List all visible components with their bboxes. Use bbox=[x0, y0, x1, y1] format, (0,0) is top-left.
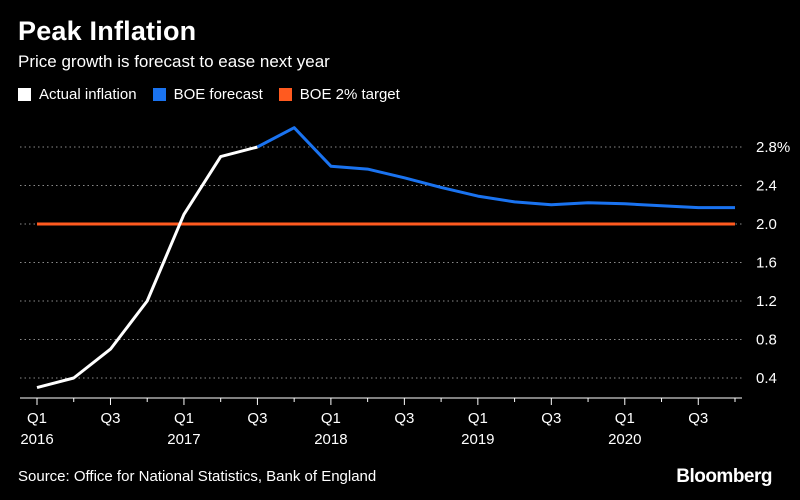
x-axis-labels: Q1 2016 Q3 Q1 2017 Q3 Q1 2018 Q3 Q1 2019 Q3 Q1 2020 Q3 bbox=[20, 410, 708, 448]
y-tick-label: 2.4 bbox=[756, 178, 777, 195]
legend-swatch-actual-inflation bbox=[18, 88, 31, 101]
x-tick-label: Q3 bbox=[688, 410, 708, 427]
chart-subtitle: Price growth is forecast to ease next ye… bbox=[18, 52, 330, 71]
source-note: Source: Office for National Statistics, … bbox=[18, 468, 377, 485]
y-tick-label: 2.8% bbox=[756, 139, 790, 156]
y-tick-label: 0.4 bbox=[756, 370, 777, 387]
x-tick-year-label: 2020 bbox=[608, 431, 641, 448]
x-tick-label: Q1 bbox=[27, 410, 47, 427]
legend-item-boe-target: BOE 2% target bbox=[278, 86, 400, 103]
x-tick-year-label: 2016 bbox=[20, 431, 53, 448]
x-axis bbox=[20, 397, 742, 405]
x-tick-year-label: 2019 bbox=[461, 431, 494, 448]
x-tick-label: Q1 bbox=[615, 410, 635, 427]
x-tick-label: Q3 bbox=[394, 410, 414, 427]
gridlines bbox=[20, 146, 742, 379]
y-axis-labels: 0.4 0.8 1.2 1.6 2.0 2.4 2.8% bbox=[756, 139, 790, 387]
x-tick-label: Q1 bbox=[321, 410, 341, 427]
y-tick-label: 0.8 bbox=[756, 332, 777, 349]
x-tick-year-label: 2018 bbox=[314, 431, 347, 448]
bloomberg-logo: Bloomberg bbox=[676, 466, 772, 487]
legend-item-boe-forecast: BOE forecast bbox=[152, 86, 263, 103]
y-tick-label: 1.6 bbox=[756, 255, 777, 272]
y-tick-label: 1.2 bbox=[756, 293, 777, 310]
x-tick-label: Q3 bbox=[247, 410, 267, 427]
legend-label-actual-inflation: Actual inflation bbox=[39, 86, 137, 103]
legend-label-boe-forecast: BOE forecast bbox=[173, 86, 263, 103]
series-line-boe-forecast bbox=[256, 126, 735, 210]
series-line-actual-inflation bbox=[36, 145, 258, 390]
x-tick-label: Q1 bbox=[174, 410, 194, 427]
x-tick-label: Q3 bbox=[541, 410, 561, 427]
series-lines bbox=[36, 126, 735, 390]
legend-label-boe-target: BOE 2% target bbox=[299, 86, 400, 103]
chart-legend: Actual inflation BOE forecast BOE 2% tar… bbox=[18, 86, 416, 103]
legend-swatch-boe-target bbox=[278, 88, 292, 101]
x-tick-label: Q3 bbox=[100, 410, 120, 427]
chart-title: Peak Inflation bbox=[18, 16, 197, 46]
x-tick-year-label: 2017 bbox=[167, 431, 200, 448]
x-tick-label: Q1 bbox=[468, 410, 488, 427]
legend-swatch-boe-forecast bbox=[152, 88, 166, 101]
y-tick-label: 2.0 bbox=[756, 216, 777, 233]
legend-item-actual-inflation: Actual inflation bbox=[18, 86, 137, 103]
